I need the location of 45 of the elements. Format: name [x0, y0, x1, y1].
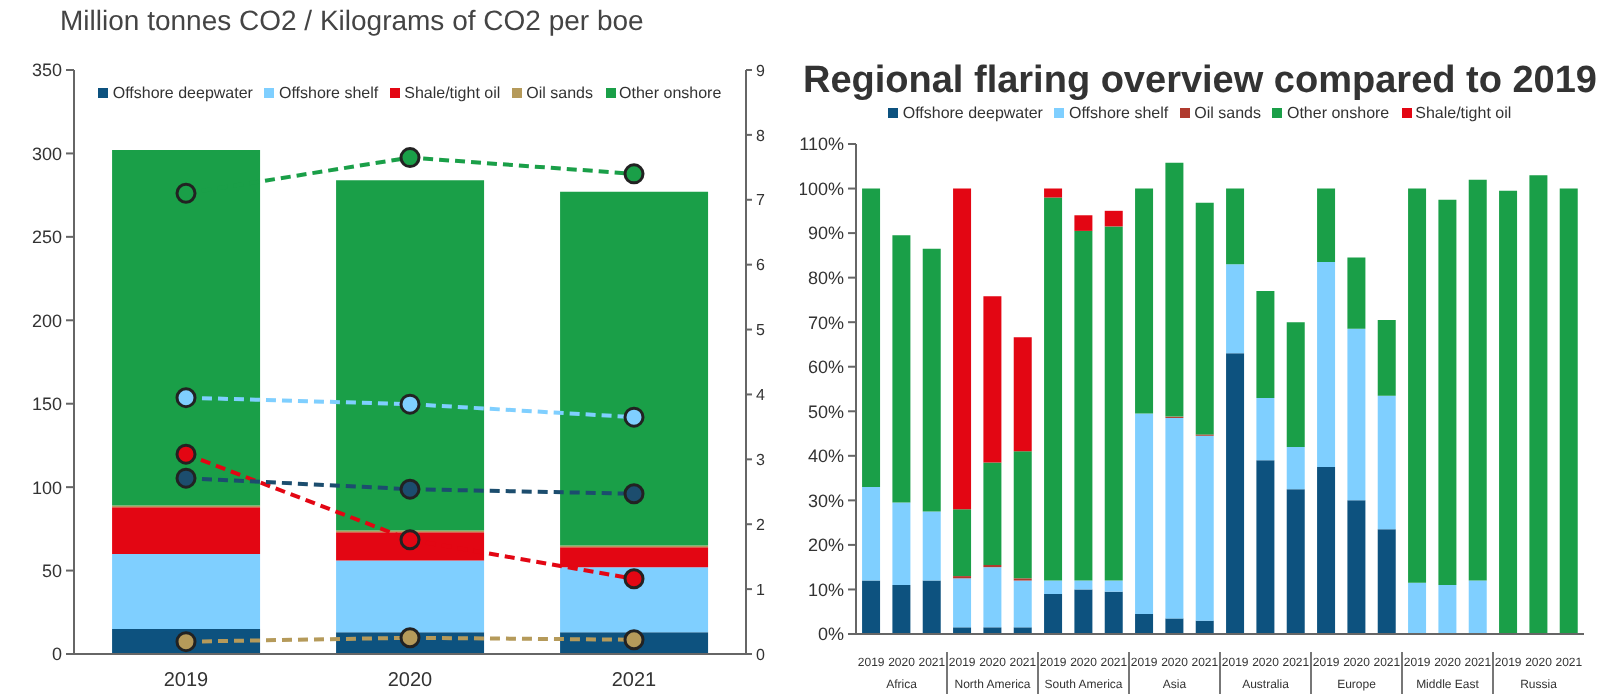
y-tick-label: 0 — [51, 644, 62, 665]
y2-tick-label: 3 — [756, 451, 766, 470]
y-tick-label: 0% — [817, 624, 844, 645]
y-tick-label: 250 — [31, 227, 62, 248]
chart-title: Regional flaring overview compared to 2019 — [800, 60, 1599, 104]
y2-tick-label: 7 — [756, 191, 766, 210]
y-tick-label: 30% — [807, 490, 844, 511]
y2-tick-label: 8 — [756, 126, 766, 145]
x-tick-label: 2019 — [163, 670, 210, 692]
y-tick-label: 100 — [31, 477, 62, 498]
y-tick-label: 50% — [807, 401, 844, 422]
legend-label: Oil sands — [1192, 104, 1261, 122]
y-tick-label: 40% — [807, 446, 844, 467]
legend-label: Shale/tight oil — [1413, 104, 1512, 122]
legend-label: Oil sands — [524, 84, 594, 102]
legend-label: Offshore shelf — [1066, 104, 1169, 122]
y-tick-label: 60% — [807, 357, 844, 378]
legend-label: Offshore deepwater — [900, 104, 1043, 122]
y2-tick-label: 6 — [756, 256, 766, 275]
legend-label: Offshore deepwater — [110, 84, 253, 102]
y2-tick-label: 5 — [756, 321, 766, 340]
y-tick-label: 100% — [797, 178, 844, 199]
y-tick-label: 90% — [807, 223, 844, 244]
y-tick-label: 80% — [807, 268, 844, 289]
legend-label: Other onshore — [1284, 104, 1390, 122]
y-tick-label: 20% — [807, 535, 844, 556]
y-tick-label: 10% — [807, 579, 844, 600]
chart-title: Million tonnes CO2 / Kilograms of CO2 per boe — [60, 4, 644, 36]
y-tick-label: 300 — [31, 143, 62, 164]
x-tick-label: 2020 — [387, 670, 434, 692]
legend-label: Shale/tight oil — [402, 84, 501, 102]
legend-label: Offshore shelf — [276, 84, 379, 102]
y2-tick-label: 4 — [756, 386, 766, 405]
y-tick-label: 150 — [31, 394, 62, 415]
y-tick-label: 70% — [807, 312, 844, 333]
y-tick-label: 350 — [31, 60, 62, 81]
legend-label: Other onshore — [617, 84, 722, 102]
y-tick-label: 200 — [31, 310, 62, 331]
y2-tick-label: 1 — [756, 580, 766, 599]
x-tick-label: 2021 — [611, 670, 658, 692]
y2-tick-label: 0 — [756, 645, 766, 664]
y-tick-label: 110% — [799, 134, 844, 155]
y2-tick-label: 9 — [756, 61, 766, 80]
y2-tick-label: 2 — [756, 515, 766, 534]
y-tick-label: 50 — [41, 560, 62, 581]
